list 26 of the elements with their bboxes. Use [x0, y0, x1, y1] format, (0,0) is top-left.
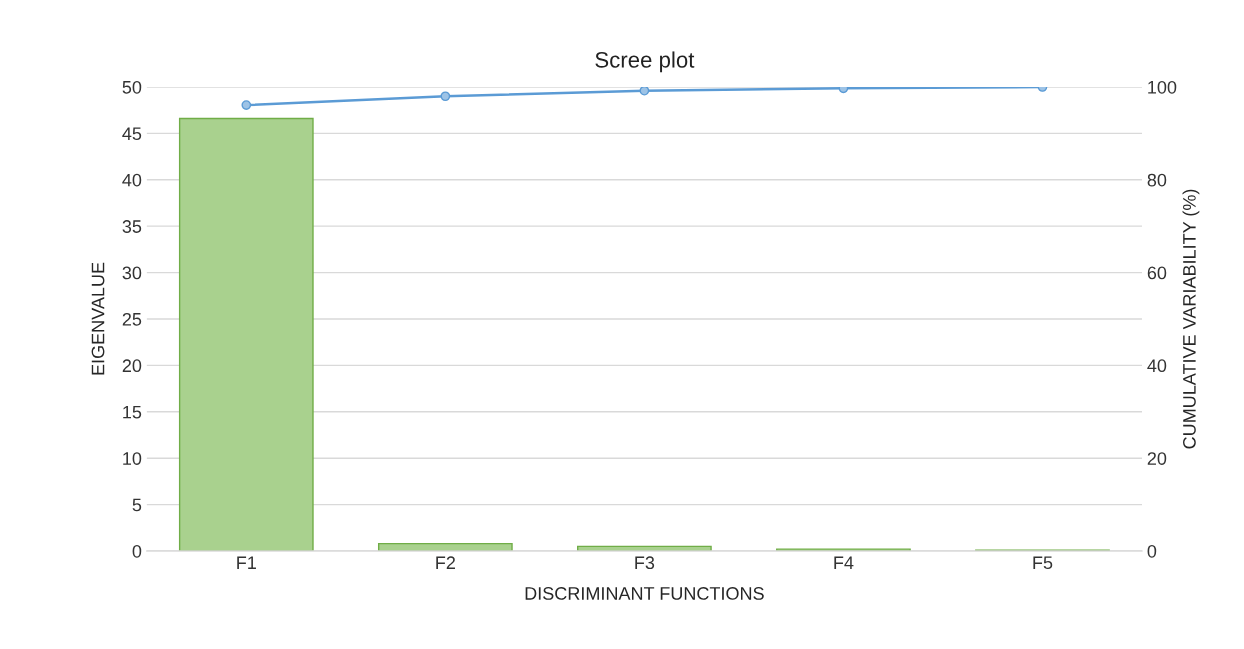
x-tick-label: F2: [436, 556, 455, 569]
y-axis-title: EIGENVALUE: [91, 262, 105, 375]
x-tick-label: F4: [834, 556, 854, 569]
y-tick-label: 40: [122, 173, 142, 187]
y2-tick-label: 100: [1148, 80, 1177, 94]
y-tick-label: 25: [122, 312, 142, 326]
y2-tick-label: 0: [1147, 544, 1157, 558]
y-tick-label: 10: [123, 452, 142, 465]
y2-tick-label: 40: [1147, 359, 1167, 373]
y-tick-label: 15: [123, 405, 142, 419]
y-tick-label: 50: [122, 80, 142, 94]
x-tick-label: F1: [237, 556, 256, 569]
y2-axis-title: CUMULATIVE VARIABILITY (%): [1182, 189, 1200, 449]
chart-title: Scree plot: [595, 51, 695, 73]
y2-tick-label: 80: [1147, 173, 1167, 187]
y-tick-label: 5: [132, 498, 142, 512]
x-tick-label: F5: [1033, 556, 1053, 570]
y-tick-label: 35: [122, 220, 142, 233]
y-tick-label: 20: [122, 359, 142, 373]
y-tick-label: 0: [132, 544, 142, 558]
x-tick-label: F3: [635, 556, 655, 570]
y2-tick-label: 60: [1147, 266, 1167, 280]
x-axis-title: DISCRIMINANT FUNCTIONS: [525, 587, 764, 600]
y2-tick-label: 20: [1147, 452, 1167, 465]
y-tick-label: 30: [122, 266, 142, 280]
y-tick-label: 45: [122, 127, 142, 141]
